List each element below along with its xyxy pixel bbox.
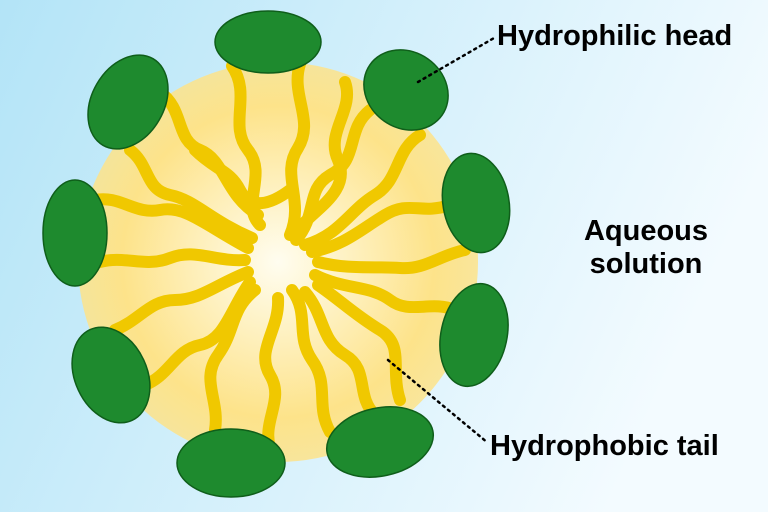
- head-leader-line: [416, 36, 496, 84]
- head-right-lower: [439, 282, 509, 388]
- head-top: [214, 10, 322, 74]
- tail-leader-line: [386, 358, 490, 445]
- tail-6: [306, 199, 456, 258]
- head-bottom-left: [71, 326, 151, 424]
- tail-10: [299, 286, 381, 421]
- tail-5: [299, 129, 426, 251]
- aqueous-solution-label: Aqueous solution: [566, 215, 726, 282]
- head-left: [42, 179, 108, 287]
- hydrophobic-tails: [89, 58, 471, 454]
- tail-14: [139, 276, 256, 391]
- tail-15: [109, 266, 254, 336]
- hydrophobic-tail-label: Hydrophobic tail: [490, 430, 719, 462]
- tail-17: [89, 193, 254, 254]
- head-bottom-right: [325, 406, 435, 478]
- tail-11: [286, 284, 336, 438]
- tail-4: [299, 76, 353, 228]
- aqueous-label-line-2: solution: [589, 248, 703, 281]
- tail-16: [94, 248, 251, 268]
- tail-9: [312, 279, 406, 406]
- tail-12: [259, 292, 285, 454]
- tail-20: [189, 144, 296, 210]
- hydrophilic-heads: [42, 10, 511, 498]
- tail-2: [284, 58, 311, 241]
- tail-18: [124, 144, 258, 244]
- head-upper-right: [363, 49, 449, 131]
- hydrophilic-head-label: Hydrophilic head: [497, 20, 733, 52]
- aqueous-label-line-1: Aqueous: [583, 215, 709, 247]
- tail-7: [312, 244, 471, 275]
- head-bottom: [176, 428, 286, 498]
- tail-8: [309, 269, 461, 316]
- head-upper-left: [87, 54, 169, 150]
- head-right-upper: [441, 152, 511, 254]
